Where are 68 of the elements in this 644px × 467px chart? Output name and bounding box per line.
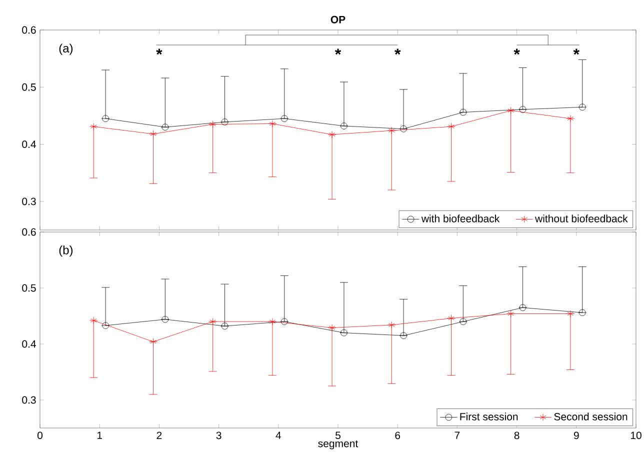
point: [162, 124, 169, 131]
annotation: *: [514, 48, 520, 55]
point: [448, 314, 454, 322]
annotation: *: [156, 48, 162, 55]
point: [210, 318, 216, 326]
x-tick-label: 2: [156, 432, 162, 440]
point: [340, 122, 348, 130]
x-tick-label: 1: [97, 432, 102, 439]
x-tick-label: 5: [336, 432, 340, 440]
point: [578, 309, 586, 316]
y-tick-label: 0.3: [22, 396, 36, 404]
y-tick-label: 0.4: [22, 340, 36, 348]
annotation: *: [334, 48, 342, 55]
point: [221, 322, 228, 330]
point: [340, 329, 348, 336]
point: [388, 321, 395, 329]
y-tick-label: 0.3: [22, 198, 36, 206]
point: [448, 122, 454, 130]
x-tick-label: 6: [395, 432, 400, 440]
point: [328, 130, 336, 138]
point: [269, 318, 276, 326]
annotation: (a): [59, 44, 73, 55]
x-tick-label: 0: [37, 432, 42, 440]
point: [269, 120, 276, 128]
point: [150, 338, 156, 346]
point: [328, 324, 336, 332]
point: [221, 118, 228, 126]
annotation: *: [573, 48, 580, 55]
chart-title: OP: [330, 16, 346, 24]
legend-label: Second session: [554, 412, 628, 420]
y-tick-label: 0.6: [22, 228, 36, 236]
point: [280, 115, 288, 122]
annotation: *: [394, 48, 401, 55]
y-tick-label: 0.4: [22, 140, 36, 148]
x-tick-label: 9: [574, 432, 579, 440]
y-tick-label: 0.5: [22, 83, 36, 91]
y-tick-label: 0.6: [22, 26, 36, 34]
point: [567, 114, 574, 122]
point: [400, 125, 407, 132]
point: [102, 115, 109, 122]
point: [460, 318, 467, 325]
annotation: (b): [59, 245, 73, 257]
y-tick-label: 0.5: [22, 284, 36, 292]
point: [150, 130, 156, 138]
point: [162, 316, 169, 323]
point: [567, 310, 574, 318]
legend-label: without biofeedback: [535, 214, 628, 222]
point: [90, 316, 97, 324]
point: [280, 318, 288, 325]
x-tick-label: 7: [454, 432, 460, 439]
point: [578, 104, 586, 111]
point: [388, 126, 395, 134]
point: [519, 304, 526, 311]
point: [102, 322, 109, 329]
point: [90, 122, 97, 130]
point: [210, 120, 216, 128]
legend-label: with biofeedback: [421, 214, 500, 222]
point: [460, 108, 467, 116]
legend-label: First session: [460, 412, 518, 420]
x-tick-label: 8: [514, 432, 520, 440]
point: [519, 106, 526, 113]
point: [508, 106, 514, 114]
x-tick-label: 4: [276, 432, 282, 439]
x-tick-label: 3: [216, 432, 222, 440]
point: [508, 310, 514, 318]
x-axis-title: segment: [318, 440, 358, 450]
point: [400, 332, 407, 339]
x-tick-label: 10: [630, 432, 642, 440]
